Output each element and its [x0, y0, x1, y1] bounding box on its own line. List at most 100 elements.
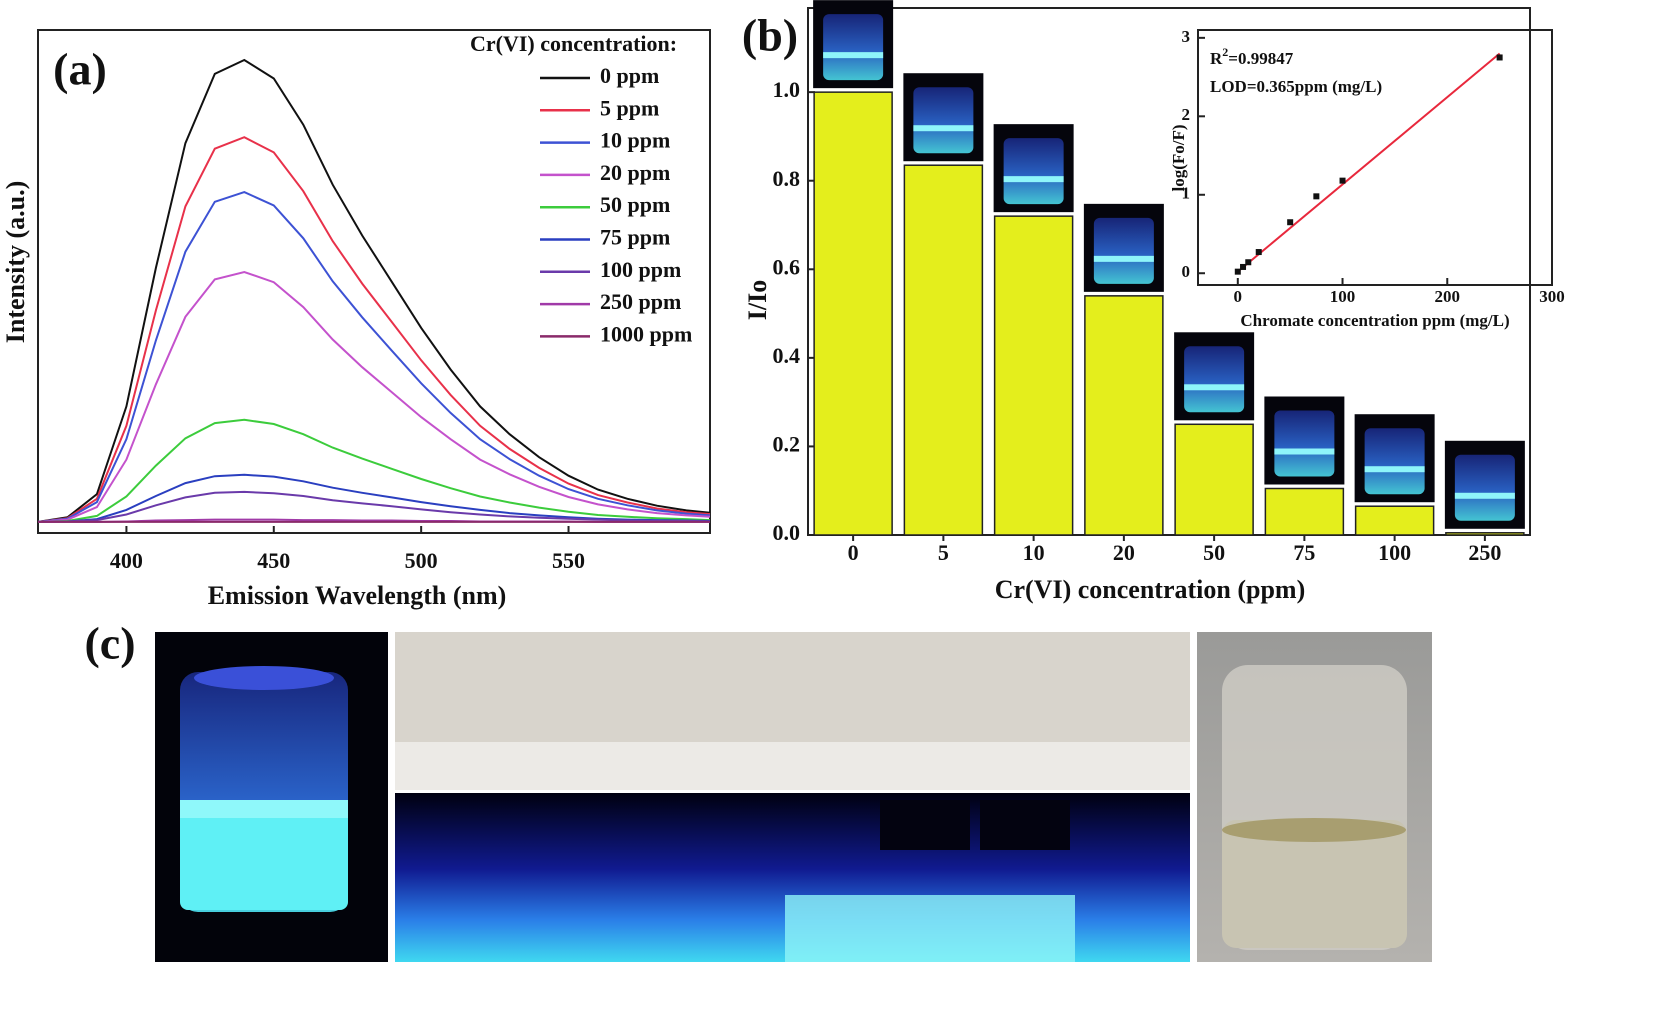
- panel-label: (a): [53, 44, 107, 95]
- vial-photo: [1444, 440, 1525, 529]
- x-tick-label: 200: [1435, 287, 1461, 306]
- vial-liquid: [1364, 466, 1425, 473]
- y-tick-label: 2: [1182, 105, 1191, 124]
- x-tick-label: 0: [848, 540, 859, 565]
- x-tick-label: 0: [1234, 287, 1243, 306]
- y-tick-label: 0: [1182, 262, 1191, 281]
- r2-annotation: R2=0.99847: [1210, 45, 1294, 68]
- vial-glass: [1003, 138, 1064, 205]
- spectrum-line: [37, 136, 711, 523]
- y-axis-label: log(Fo/F): [1169, 124, 1188, 191]
- data-point: [1240, 263, 1247, 270]
- vial-liquid: [1454, 492, 1515, 499]
- legend-label: 0 ppm: [600, 63, 659, 88]
- legend-title: Cr(VI) concentration:: [470, 31, 677, 56]
- y-tick-label: 0.8: [773, 166, 801, 191]
- x-axis-label: Emission Wavelength (nm): [208, 581, 507, 610]
- vial-liquid: [1003, 176, 1064, 183]
- bar: [1174, 423, 1254, 536]
- legend-label: 100 ppm: [600, 257, 681, 282]
- bar: [993, 215, 1074, 536]
- y-tick-label: 1.0: [773, 77, 801, 102]
- y-tick-label: 0.6: [773, 254, 801, 279]
- fit-line: [1237, 52, 1501, 273]
- bar: [903, 164, 984, 536]
- vial-glass: [1454, 454, 1515, 521]
- vial-glass: [913, 87, 974, 154]
- data-point: [1287, 219, 1294, 226]
- bar: [1354, 505, 1435, 536]
- vial-liquid: [1184, 384, 1245, 391]
- x-tick-label: 400: [110, 548, 143, 573]
- panel-label: (c): [84, 618, 135, 669]
- vial-photo: [1354, 414, 1435, 503]
- legend-label: 75 ppm: [600, 225, 670, 250]
- data-point: [1496, 54, 1503, 61]
- uv-vial-photo: [155, 632, 388, 962]
- vial-liquid: [823, 52, 884, 59]
- vial-liquid: [913, 125, 974, 132]
- data-point: [1313, 193, 1320, 200]
- vial-glass: [1364, 428, 1425, 495]
- bar: [1445, 532, 1525, 536]
- vial-photo: [813, 0, 894, 89]
- plot-frame: [807, 7, 1531, 536]
- vial-photo: [1264, 396, 1345, 485]
- r2-superscript: 2: [1222, 45, 1228, 59]
- legend-label: 50 ppm: [600, 192, 670, 217]
- vial-glass: [823, 14, 884, 81]
- plot-frame: [37, 29, 711, 534]
- vial-photo: [1174, 332, 1255, 421]
- x-tick-label: 250: [1468, 540, 1501, 565]
- vial-photo: [1197, 632, 1432, 962]
- y-tick-label: 1: [1182, 184, 1191, 203]
- vial-liquid: [1093, 255, 1154, 262]
- x-axis-label: Chromate concentration ppm (mg/L): [1240, 311, 1509, 330]
- legend-label: 20 ppm: [600, 160, 670, 185]
- data-point: [1255, 249, 1262, 256]
- legend-label: 10 ppm: [600, 128, 670, 153]
- x-tick-label: 550: [552, 548, 585, 573]
- y-tick-label: 0.0: [773, 520, 801, 545]
- vial-glass: [1093, 217, 1154, 284]
- y-axis-label: Intensity (a.u.): [1, 181, 30, 344]
- data-point: [1245, 259, 1252, 266]
- x-tick-label: 100: [1330, 287, 1356, 306]
- legend-label: 250 ppm: [600, 289, 681, 314]
- y-tick-label: 0.2: [773, 431, 801, 456]
- daylight-vials-photo: [395, 632, 1190, 790]
- lod-annotation: LOD=0.365ppm (mg/L): [1210, 77, 1382, 96]
- spectrum-line: [37, 191, 711, 523]
- vial-liquid: [1274, 448, 1335, 455]
- spectrum-line: [37, 58, 711, 523]
- x-tick-label: 500: [405, 548, 438, 573]
- legend-label: 1000 ppm: [600, 321, 692, 346]
- vial-glass: [1274, 410, 1335, 477]
- uv-vials-photo: [395, 793, 1190, 962]
- vial-photo: [903, 73, 984, 162]
- x-tick-label: 10: [1023, 540, 1045, 565]
- panel-label: (b): [742, 10, 798, 61]
- plot-frame: [1197, 29, 1553, 286]
- x-tick-label: 75: [1293, 540, 1315, 565]
- r2-value: =0.99847: [1228, 49, 1293, 68]
- x-tick-label: 50: [1203, 540, 1225, 565]
- legend-label: 5 ppm: [600, 95, 659, 120]
- x-tick-label: 5: [938, 540, 949, 565]
- x-axis-label: Cr(VI) concentration (ppm): [995, 575, 1306, 604]
- x-tick-label: 300: [1539, 287, 1565, 306]
- vial-glass: [1184, 346, 1245, 413]
- r2-text: R: [1210, 49, 1223, 68]
- data-point: [1339, 177, 1346, 184]
- vial-photo: [993, 124, 1074, 213]
- y-tick-label: 0.4: [773, 343, 801, 368]
- x-tick-label: 450: [257, 548, 290, 573]
- spectrum-line: [37, 270, 711, 523]
- vial-photo: [1083, 203, 1164, 292]
- y-tick-label: 3: [1182, 27, 1191, 46]
- spectrum-line: [37, 490, 711, 523]
- bar: [813, 91, 893, 536]
- data-point: [1234, 268, 1241, 275]
